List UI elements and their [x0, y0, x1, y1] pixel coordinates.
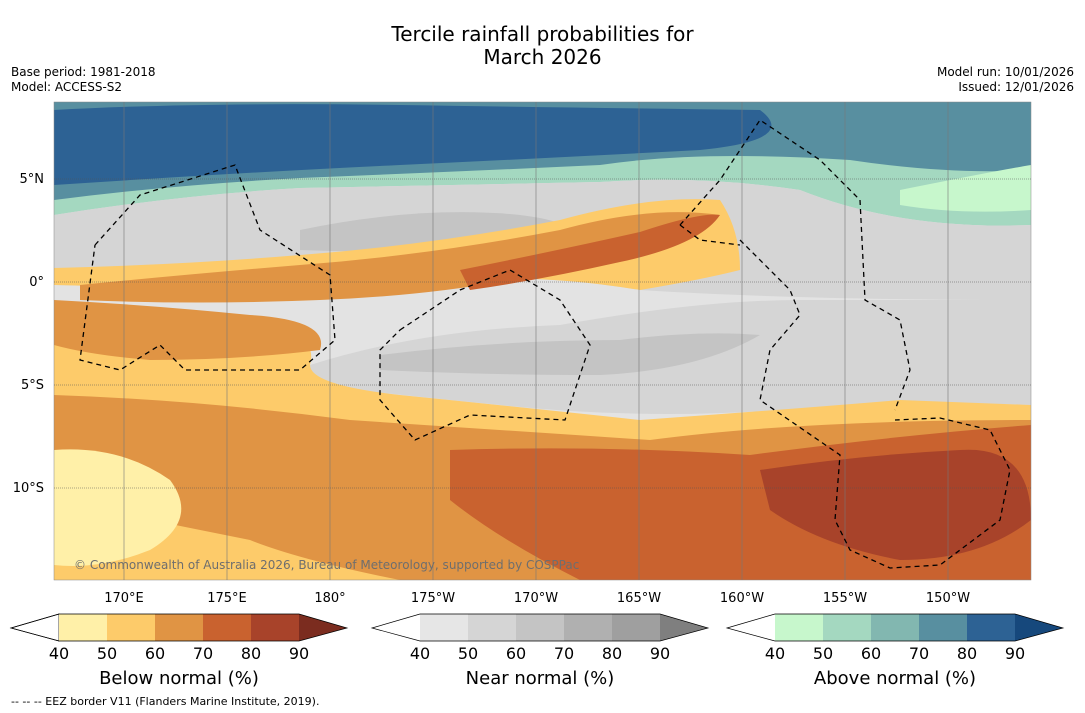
cb-below-swatch — [203, 614, 251, 641]
eez-border-kiribati-phoenix — [379, 269, 591, 441]
cb-above-swatch — [775, 614, 823, 641]
lon-label: 180° — [314, 591, 345, 606]
field-above-normal-80 — [54, 104, 772, 185]
cb-above-outline — [725, 613, 1065, 642]
map-frame — [53, 101, 1032, 581]
eez-borders — [79, 119, 1011, 569]
cb-near-tick: 60 — [506, 644, 526, 663]
cb-below-swatch — [251, 614, 299, 641]
lat-label: 5°N — [20, 172, 45, 187]
cb-above-max-arrow — [1015, 614, 1063, 641]
cb-below-outline — [9, 613, 349, 642]
lat-label: 10°S — [13, 481, 44, 496]
lon-label: 150°W — [926, 591, 970, 606]
field-below-normal-60-west — [54, 300, 322, 360]
cb-near-swatch — [564, 614, 612, 641]
cb-below-swatch — [155, 614, 203, 641]
field-below-normal-40-sw — [54, 449, 182, 566]
cb-near-max-arrow — [660, 614, 708, 641]
map-title-line1: Tercile rainfall probabilities for — [391, 22, 694, 46]
cb-above-tick: 80 — [957, 644, 977, 663]
eez-footnote: -- -- -- EEZ border V11 (Flanders Marine… — [11, 695, 320, 708]
cb-above-tick: 50 — [813, 644, 833, 663]
cb-near-tick: 90 — [650, 644, 670, 663]
cb-above-tick: 70 — [909, 644, 929, 663]
cb-near-swatch — [612, 614, 660, 641]
field-below-normal-80-south — [760, 449, 1031, 560]
map-title-line2: March 2026 — [483, 45, 602, 69]
cb-near-tick: 50 — [458, 644, 478, 663]
cb-below-max-arrow — [299, 614, 347, 641]
cb-below-swatch — [107, 614, 155, 641]
cb-below-tick: 50 — [97, 644, 117, 663]
cb-near-swatch — [516, 614, 564, 641]
cb-below-tick: 90 — [289, 644, 309, 663]
issued-date: Issued: 12/01/2026 — [958, 80, 1074, 94]
cb-near-swatch — [468, 614, 516, 641]
lon-label: 155°W — [823, 591, 867, 606]
field-below-normal-70 — [460, 214, 720, 290]
cb-near-swatch — [420, 614, 468, 641]
cb-above-min-arrow — [727, 614, 775, 641]
eez-border-kiribati-gilbert — [79, 164, 336, 371]
cb-near-tick: 80 — [602, 644, 622, 663]
lon-label: 160°W — [720, 591, 764, 606]
cb-near-title: Near normal (%) — [466, 668, 615, 689]
cb-above-swatch — [919, 614, 967, 641]
eez-border-french-polynesia — [739, 239, 1011, 569]
colorbar-below-normal: 40 50 60 70 80 90 Below normal (%) — [9, 613, 349, 689]
field-near-normal-60-south — [380, 333, 760, 375]
longitude-gridlines — [123, 102, 949, 580]
cb-above-swatch — [871, 614, 919, 641]
cb-below-swatch — [59, 614, 107, 641]
cb-above-swatch — [967, 614, 1015, 641]
latitude-labels: 5°N 0° 5°S 10°S — [13, 172, 44, 496]
lon-label: 175°W — [411, 591, 455, 606]
base-period: Base period: 1981-2018 — [11, 65, 156, 79]
cb-below-tick: 60 — [145, 644, 165, 663]
cb-above-title: Above normal (%) — [814, 668, 976, 689]
model-name: Model: ACCESS-S2 — [11, 80, 123, 94]
cb-above-tick: 90 — [1005, 644, 1025, 663]
cb-above-swatch — [823, 614, 871, 641]
cb-below-tick: 70 — [193, 644, 213, 663]
lon-label: 165°W — [617, 591, 661, 606]
longitude-labels: 170°E 175°E 180° 175°W 170°W 165°W 160°W… — [104, 591, 970, 606]
lat-label: 0° — [29, 275, 44, 290]
cb-above-tick: 40 — [765, 644, 785, 663]
copyright-notice: © Commonwealth of Australia 2026, Bureau… — [74, 558, 579, 572]
cb-near-tick: 70 — [554, 644, 574, 663]
eez-border-kiribati-line — [679, 119, 911, 411]
cb-below-tick: 80 — [241, 644, 261, 663]
lon-label: 170°W — [514, 591, 558, 606]
latitude-gridlines — [54, 178, 1031, 489]
field-above-normal-40 — [900, 165, 1031, 212]
cb-above-tick: 60 — [861, 644, 881, 663]
colorbar-near-normal: 40 50 60 70 80 90 Near normal (%) — [370, 613, 710, 689]
model-run: Model run: 10/01/2026 — [936, 65, 1074, 79]
cb-near-outline — [370, 613, 710, 642]
lon-label: 170°E — [104, 591, 144, 606]
probability-field — [54, 102, 1031, 580]
field-below-normal-60 — [80, 212, 720, 303]
colorbar-above-normal: 40 50 60 70 80 90 Above normal (%) — [725, 613, 1065, 689]
cb-below-title: Below normal (%) — [99, 668, 259, 689]
cb-near-min-arrow — [372, 614, 420, 641]
cb-below-tick: 40 — [49, 644, 69, 663]
lon-label: 175°E — [207, 591, 247, 606]
lat-label: 5°S — [21, 378, 44, 393]
cb-near-tick: 40 — [410, 644, 430, 663]
colorbar-below-min-arrow — [9, 613, 60, 642]
